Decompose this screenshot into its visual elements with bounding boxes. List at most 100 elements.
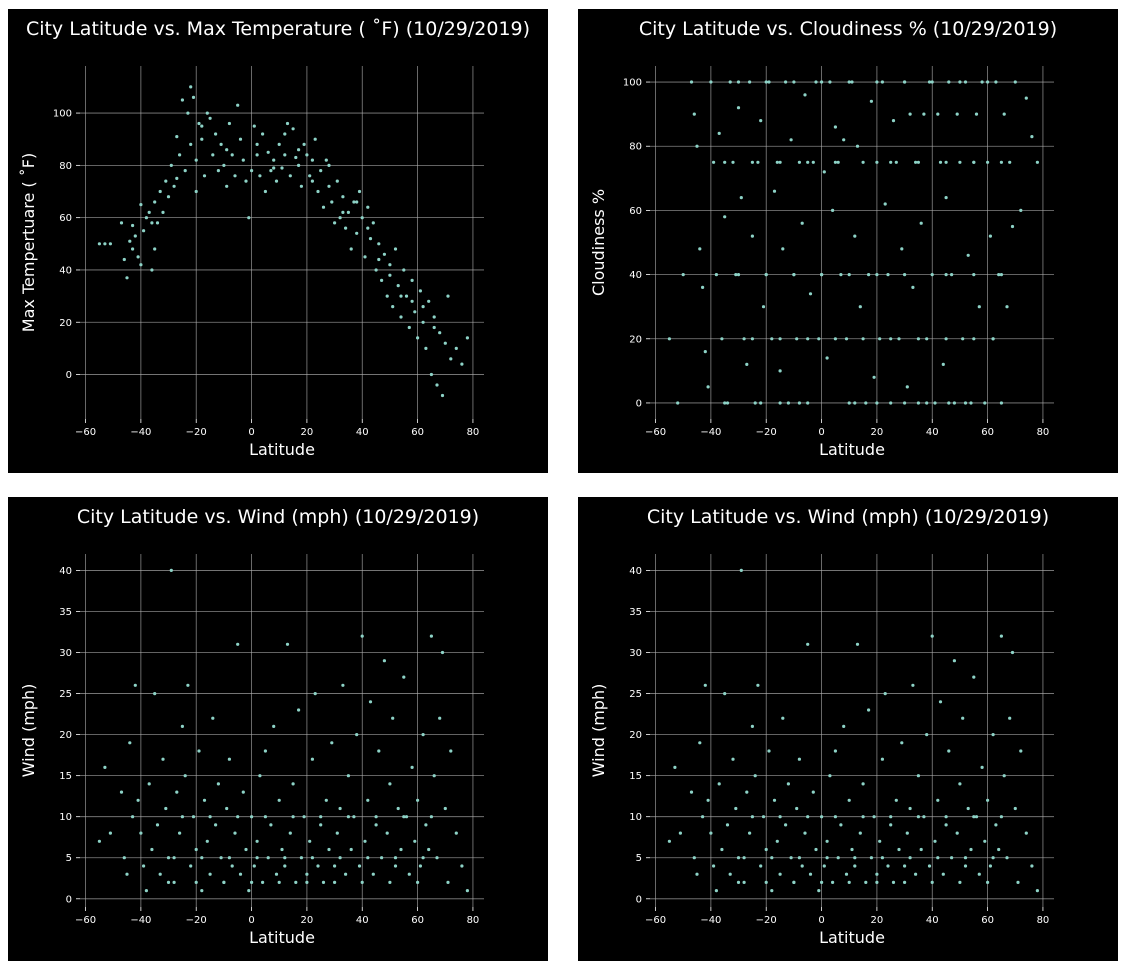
data-point [947,80,951,84]
data-point [867,273,871,277]
data-point [927,80,932,84]
data-point [739,568,743,572]
data-point [285,121,290,126]
y-tick-label: 0 [66,370,72,381]
data-point [842,138,846,142]
data-point [305,872,309,876]
data-point [344,872,348,876]
data-point [919,847,923,852]
data-point [820,880,824,884]
data-point [402,675,406,679]
data-point [944,160,948,164]
data-point [797,160,801,164]
data-point [947,749,951,753]
data-point [440,650,445,655]
data-point [305,880,309,884]
data-point [930,634,934,638]
data-point [858,831,862,835]
y-axis-label: Wind (mph) [19,684,38,778]
data-point [380,856,384,860]
data-point [150,268,154,272]
data-point [139,203,143,207]
data-point [914,872,918,876]
data-point [820,273,824,277]
data-point [952,401,956,405]
data-point [327,847,331,852]
data-point [208,872,212,876]
data-point [283,856,287,860]
x-tick-label: 20 [301,427,314,438]
data-point [1010,224,1015,229]
data-point [1008,716,1012,720]
data-point [153,692,157,696]
data-point [969,847,973,852]
data-point [944,815,948,819]
data-point [366,856,370,860]
data-point [136,798,140,802]
data-point [308,174,312,178]
data-point [280,847,284,852]
plot-area: −60 −40 −20 0 20 40 60 80 0 5 10 15 20 25 30 35 40 [59,554,484,926]
data-point [878,839,882,843]
data-point [175,790,179,794]
data-point [327,184,331,188]
data-point [698,247,702,251]
data-point [947,401,951,405]
data-point [222,163,226,167]
data-point [263,189,267,194]
data-point [310,856,314,860]
data-point [432,774,436,778]
data-point [297,163,301,167]
data-point [341,195,345,199]
data-point [695,872,699,876]
data-point [958,160,962,164]
data-point [736,856,741,860]
data-point [872,375,876,379]
data-point [410,299,414,303]
data-point [333,880,337,884]
data-point [825,856,829,860]
data-point [914,160,918,164]
data-point [377,257,381,262]
data-point [778,815,782,819]
x-tick-label: 0 [818,915,824,926]
x-tick-label: 0 [818,427,824,438]
data-point [338,806,342,811]
data-point [972,675,976,679]
data-point [717,131,721,135]
data-point [368,700,373,704]
data-point [122,856,126,860]
data-point [969,401,973,405]
data-point [1002,774,1006,778]
data-point [894,798,898,802]
data-point [1019,749,1023,753]
data-point [446,880,450,884]
x-tick-label: 80 [1037,915,1050,926]
data-point [155,823,160,827]
data-point [930,880,934,884]
data-point [189,85,193,89]
data-point [399,847,403,852]
data-point [172,856,176,860]
y-tick-label: 20 [629,730,642,741]
data-point [750,160,754,164]
data-point [1030,864,1034,868]
data-point [861,337,865,341]
data-point [814,847,818,852]
data-point [673,765,677,769]
data-point [233,831,237,835]
data-point [266,856,270,860]
data-point [745,790,749,794]
data-point [886,273,890,277]
data-point [867,708,871,712]
data-point [424,823,428,827]
data-point [349,847,353,852]
data-point [753,774,757,778]
x-tick-label: −20 [756,427,777,438]
y-tick-label: 5 [636,853,642,864]
data-point [208,815,212,819]
data-point [396,806,400,811]
data-point [889,337,893,341]
data-point [986,80,990,84]
data-point [402,268,406,272]
